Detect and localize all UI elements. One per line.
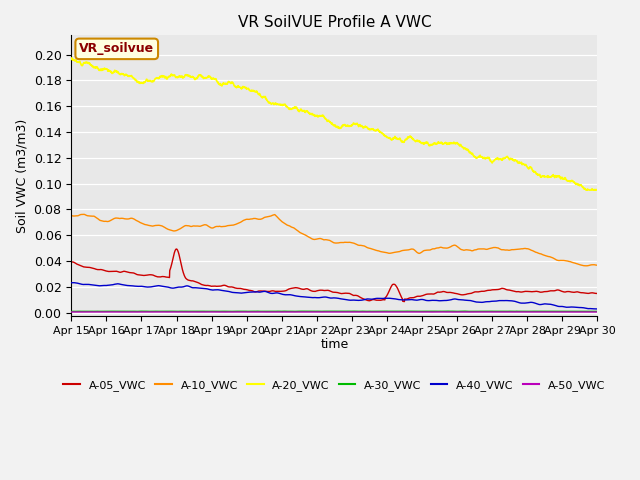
A-10_VWC — [487, 245, 495, 251]
Title: VR SoilVUE Profile A VWC: VR SoilVUE Profile A VWC — [237, 15, 431, 30]
A-40_VWC — [361, 297, 369, 302]
A-05_VWC — [173, 246, 180, 252]
A-20_VWC — [593, 186, 601, 192]
A-20_VWC — [349, 120, 357, 126]
A-40_VWC — [214, 287, 222, 293]
A-30_VWC — [349, 308, 357, 314]
A-40_VWC — [562, 304, 570, 310]
A-05_VWC — [547, 288, 555, 294]
A-10_VWC — [67, 213, 75, 218]
X-axis label: time: time — [320, 337, 348, 350]
A-05_VWC — [488, 287, 495, 293]
A-10_VWC — [214, 224, 222, 229]
A-05_VWC — [361, 297, 369, 302]
A-30_VWC — [488, 309, 495, 314]
A-50_VWC — [67, 309, 75, 315]
A-10_VWC — [349, 240, 357, 246]
A-30_VWC — [67, 309, 75, 314]
A-50_VWC — [547, 309, 555, 315]
A-30_VWC — [547, 308, 555, 314]
A-40_VWC — [67, 280, 75, 286]
A-20_VWC — [68, 55, 76, 60]
A-30_VWC — [562, 309, 570, 314]
Legend: A-05_VWC, A-10_VWC, A-20_VWC, A-30_VWC, A-40_VWC, A-50_VWC: A-05_VWC, A-10_VWC, A-20_VWC, A-30_VWC, … — [59, 375, 610, 395]
A-20_VWC — [214, 80, 222, 86]
A-30_VWC — [214, 309, 222, 314]
A-05_VWC — [67, 259, 75, 265]
A-05_VWC — [401, 299, 408, 304]
A-30_VWC — [593, 309, 601, 314]
A-30_VWC — [397, 309, 405, 314]
A-10_VWC — [80, 211, 88, 217]
A-50_VWC — [361, 309, 369, 315]
Line: A-05_VWC: A-05_VWC — [71, 249, 597, 301]
A-30_VWC — [460, 308, 468, 314]
Line: A-20_VWC: A-20_VWC — [71, 58, 597, 190]
A-40_VWC — [593, 306, 601, 312]
A-20_VWC — [67, 56, 75, 62]
A-05_VWC — [593, 290, 601, 296]
A-40_VWC — [349, 297, 357, 303]
A-10_VWC — [583, 263, 591, 269]
A-50_VWC — [349, 309, 357, 315]
A-50_VWC — [562, 309, 570, 315]
Line: A-40_VWC: A-40_VWC — [71, 283, 597, 309]
A-40_VWC — [487, 299, 495, 304]
A-20_VWC — [361, 124, 369, 130]
A-50_VWC — [221, 309, 228, 315]
A-40_VWC — [547, 301, 555, 307]
A-05_VWC — [349, 293, 357, 299]
A-05_VWC — [214, 283, 222, 289]
A-50_VWC — [593, 309, 601, 315]
A-20_VWC — [582, 187, 590, 193]
A-30_VWC — [361, 309, 369, 314]
A-20_VWC — [487, 158, 495, 164]
A-20_VWC — [562, 177, 570, 182]
Text: VR_soilvue: VR_soilvue — [79, 42, 154, 55]
A-40_VWC — [70, 280, 78, 286]
Line: A-10_VWC: A-10_VWC — [71, 214, 597, 266]
Y-axis label: Soil VWC (m3/m3): Soil VWC (m3/m3) — [15, 119, 28, 233]
A-50_VWC — [488, 309, 495, 315]
A-05_VWC — [562, 289, 570, 295]
A-50_VWC — [214, 309, 222, 315]
A-10_VWC — [361, 243, 369, 249]
A-10_VWC — [593, 262, 601, 268]
A-10_VWC — [562, 258, 570, 264]
A-50_VWC — [438, 309, 446, 315]
A-20_VWC — [547, 174, 555, 180]
A-10_VWC — [547, 254, 555, 260]
